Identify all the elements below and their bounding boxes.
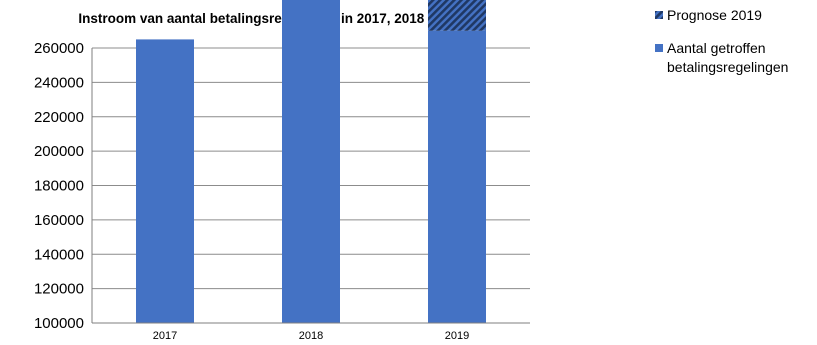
- legend-label: Aantal getroffen: [667, 40, 766, 56]
- bar-2017: [136, 39, 194, 323]
- x-tick-label: 2017: [153, 330, 177, 342]
- legend-swatch: [655, 11, 663, 19]
- y-tick-label: 240000: [34, 74, 84, 91]
- x-tick-label: 2019: [445, 330, 469, 342]
- y-tick-label: 120000: [34, 281, 84, 298]
- y-tick-label: 200000: [34, 143, 84, 160]
- bar-2019: [428, 30, 486, 323]
- axes: 100000 120000 140000 160000 180000 200000 2200…: [34, 40, 530, 342]
- y-tick-label: 180000: [34, 178, 84, 195]
- bar-2018: [282, 0, 340, 323]
- legend: Prognose 2019 Aantal getroffen betalingsre…: [655, 7, 788, 75]
- y-tick-label: 140000: [34, 246, 84, 263]
- y-tick-label: 160000: [34, 212, 84, 229]
- legend-label: Prognose 2019: [667, 7, 762, 23]
- legend-label: betalingsregelingen: [667, 59, 788, 75]
- chart-title: Instroom van aantal betalingsregelingen …: [78, 11, 477, 26]
- y-tick-label: 220000: [34, 109, 84, 126]
- y-tick-label: 100000: [34, 315, 84, 332]
- y-tick-label: 260000: [34, 40, 84, 57]
- x-tick-label: 2018: [299, 330, 323, 342]
- bar-prognose-2019: [428, 0, 486, 31]
- bars: [136, 0, 486, 323]
- legend-swatch: [655, 44, 663, 52]
